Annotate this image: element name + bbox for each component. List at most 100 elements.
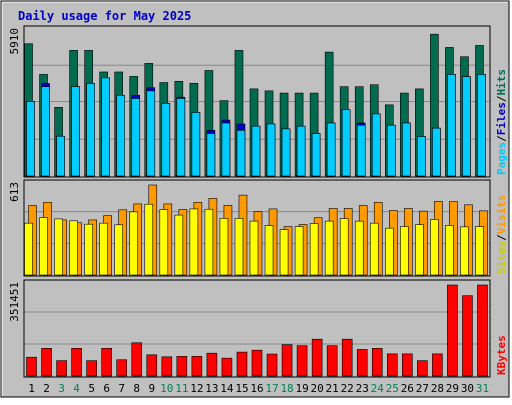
x-tick-label-day-13: 13 xyxy=(205,382,218,395)
x-tick-label-day-12: 12 xyxy=(190,382,203,395)
legend-pages: Pages xyxy=(495,142,508,175)
x-tick-label-day-3: 3 xyxy=(58,382,65,395)
bar-kbytes-day-14 xyxy=(221,357,233,377)
bar-pages-day-19 xyxy=(296,125,306,177)
bar-sites-day-26 xyxy=(400,226,409,276)
bar-kbytes-day-10 xyxy=(161,356,173,377)
y-max-label: 351451 xyxy=(8,282,21,322)
bar-sites-day-3 xyxy=(54,218,63,276)
x-tick-label-day-5: 5 xyxy=(88,382,95,395)
bar-pages-day-4 xyxy=(71,86,80,177)
legend-visits: Visits xyxy=(495,195,508,235)
legend-visits-sites: Sites/Visits xyxy=(495,195,508,275)
bar-kbytes-day-9 xyxy=(146,354,158,377)
bar-sites-day-15 xyxy=(234,218,244,276)
x-tick-label-day-4: 4 xyxy=(73,382,80,395)
bar-pages-day-20 xyxy=(311,133,321,177)
bar-kbytes-day-30 xyxy=(462,295,473,377)
x-tick-label-day-17: 17 xyxy=(265,382,278,395)
bar-sites-day-28 xyxy=(430,219,439,276)
bar-kbytes-day-13 xyxy=(206,352,218,377)
bar-pages-day-12 xyxy=(191,112,201,177)
bar-sites-day-1 xyxy=(24,222,33,276)
x-tick-label-day-2: 2 xyxy=(43,382,50,395)
x-axis-labels: 1 2 3 4 5 6 7 8 9 10 11 12 13 14 15 16 17 18 19 20 21 22 23 24 2… xyxy=(28,382,489,395)
bar-sites-day-22 xyxy=(339,218,349,276)
bar-sites-day-29 xyxy=(445,225,454,276)
bar-pages-day-16 xyxy=(251,125,261,177)
x-tick-label-day-31: 31 xyxy=(476,382,489,395)
legend-kbytes: KBytes xyxy=(495,335,508,375)
legend-kbytes: KBytes xyxy=(495,335,508,375)
x-tick-label-day-6: 6 xyxy=(103,382,110,395)
bar-kbytes-day-20 xyxy=(311,338,323,377)
bar-sites-day-9 xyxy=(144,203,154,276)
bar-sites-day-18 xyxy=(279,229,289,276)
bar-sites-day-17 xyxy=(264,225,274,276)
bar-sites-day-20 xyxy=(309,223,319,276)
x-tick-label-day-26: 26 xyxy=(401,382,414,395)
bar-pages-day-5 xyxy=(86,83,95,177)
x-tick-label-day-14: 14 xyxy=(220,382,234,395)
bar-kbytes-day-16 xyxy=(251,349,263,377)
x-tick-label-day-8: 8 xyxy=(133,382,140,395)
bar-pages-day-29 xyxy=(447,74,456,177)
y-max-label: 5910 xyxy=(8,28,21,55)
bar-pages-day-28 xyxy=(432,127,441,177)
bar-kbytes-day-19 xyxy=(296,345,308,377)
bar-kbytes-day-25 xyxy=(386,353,398,377)
bar-kbytes-day-22 xyxy=(341,338,353,377)
bar-kbytes-day-11 xyxy=(176,356,188,377)
bar-pages-day-22 xyxy=(341,109,351,177)
bar-pages-day-31 xyxy=(477,74,486,177)
bar-pages-day-11 xyxy=(176,98,186,177)
x-tick-label-day-15: 15 xyxy=(235,382,248,395)
bar-sites-day-21 xyxy=(324,220,334,276)
bar-kbytes-day-27 xyxy=(417,360,428,377)
bar-kbytes-day-17 xyxy=(266,353,278,377)
bar-kbytes-day-5 xyxy=(86,360,97,377)
bar-pages-day-1 xyxy=(26,101,35,177)
bar-pages-day-27 xyxy=(417,136,426,177)
x-tick-label-day-19: 19 xyxy=(295,382,308,395)
bar-pages-day-26 xyxy=(402,122,411,177)
x-tick-label-day-24: 24 xyxy=(371,382,385,395)
bar-pages-day-2 xyxy=(41,86,50,177)
bar-pages-day-17 xyxy=(266,123,276,177)
bar-kbytes-day-4 xyxy=(71,348,82,377)
x-tick-label-day-16: 16 xyxy=(250,382,263,395)
bar-sites-day-25 xyxy=(384,227,394,276)
legend-separator: / xyxy=(495,135,508,142)
x-tick-label-day-10: 10 xyxy=(160,382,173,395)
bar-kbytes-day-1 xyxy=(26,356,37,377)
bar-pages-day-8 xyxy=(131,98,141,177)
bar-kbytes-day-8 xyxy=(131,342,143,377)
x-tick-label-day-28: 28 xyxy=(431,382,444,395)
bar-sites-day-31 xyxy=(475,226,484,276)
x-tick-label-day-22: 22 xyxy=(341,382,354,395)
bar-kbytes-day-18 xyxy=(281,344,293,377)
bar-sites-day-11 xyxy=(174,214,184,276)
bar-kbytes-day-26 xyxy=(402,353,413,377)
x-tick-label-day-7: 7 xyxy=(118,382,125,395)
bar-kbytes-day-7 xyxy=(116,359,128,377)
legend-files: Files xyxy=(495,102,508,135)
bar-sites-day-27 xyxy=(415,224,424,276)
bar-pages-day-30 xyxy=(462,76,471,177)
legend-sites: Sites xyxy=(495,241,508,274)
bar-pages-day-3 xyxy=(56,135,65,177)
x-tick-label-day-9: 9 xyxy=(148,382,155,395)
bar-sites-day-4 xyxy=(69,220,78,276)
bar-sites-day-7 xyxy=(114,224,124,276)
bar-sites-day-16 xyxy=(249,220,259,276)
x-tick-label-day-23: 23 xyxy=(356,382,369,395)
bar-sites-day-23 xyxy=(354,220,364,276)
bar-sites-day-12 xyxy=(189,208,199,276)
bar-pages-day-10 xyxy=(161,103,171,177)
bar-sites-day-6 xyxy=(99,222,108,276)
y-max-label: 613 xyxy=(8,182,21,202)
x-tick-label-day-27: 27 xyxy=(416,382,429,395)
